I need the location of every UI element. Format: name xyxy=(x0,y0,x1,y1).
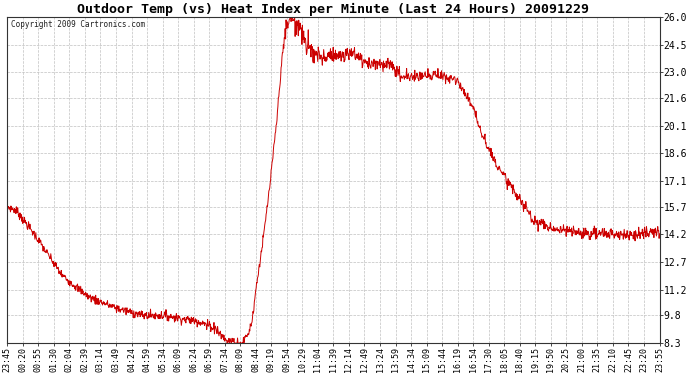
Title: Outdoor Temp (vs) Heat Index per Minute (Last 24 Hours) 20091229: Outdoor Temp (vs) Heat Index per Minute … xyxy=(77,3,589,16)
Text: Copyright 2009 Cartronics.com: Copyright 2009 Cartronics.com xyxy=(10,20,145,29)
